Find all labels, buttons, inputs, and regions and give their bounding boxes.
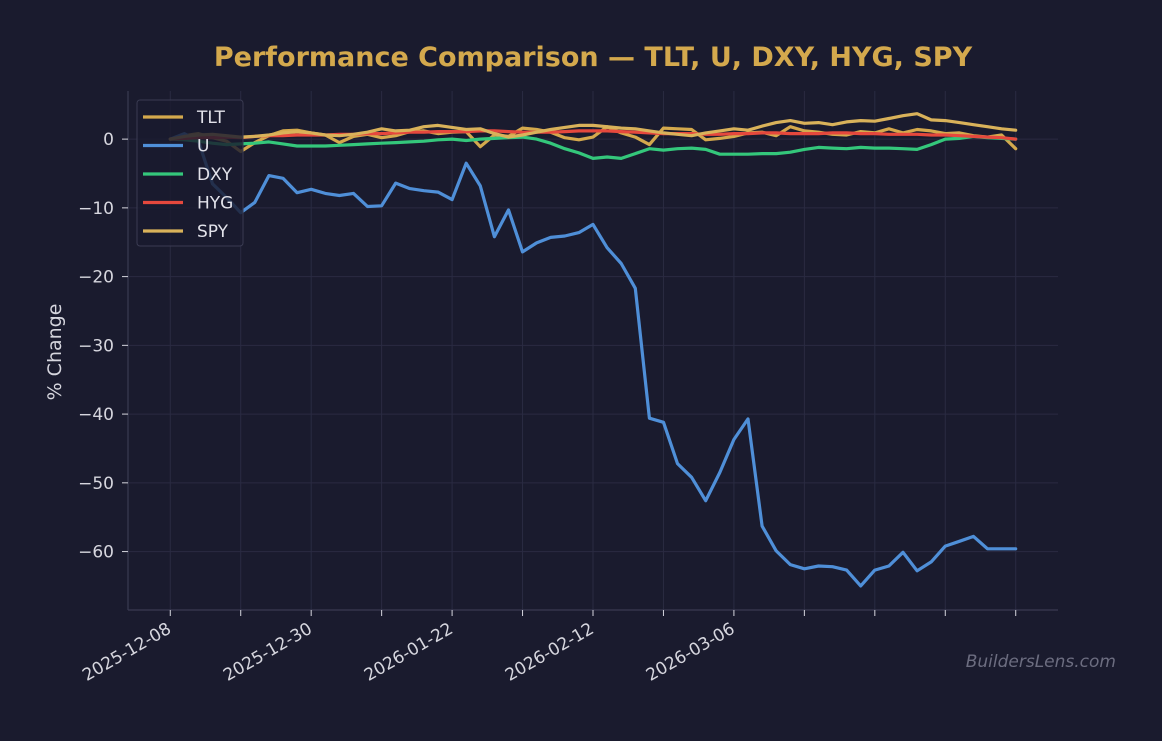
y-tick-label: 0 [103,130,114,150]
series-lines [168,112,1018,588]
y-axis-label: % Change [44,304,66,401]
legend: TLT U DXY HYG SPY [136,99,244,247]
series-line-dxy [168,134,1018,160]
series-line-u [168,132,1018,588]
y-tick-label: −20 [78,268,114,288]
legend-label-u: U [197,137,209,157]
legend-label-hyg: HYG [197,194,233,214]
legend-label-spy: SPY [197,222,229,242]
y-tick-label: −40 [78,405,114,425]
series-line-spy [168,112,1018,141]
series-line-hyg [168,129,1018,141]
legend-label-tlt: TLT [196,108,226,128]
y-tick-label: −10 [78,199,114,219]
chart-title: Performance Comparison — TLT, U, DXY, HY… [214,42,973,73]
watermark: BuildersLens.com [966,652,1116,672]
y-tick-label: −30 [78,336,114,356]
y-tick-label: −50 [78,474,114,494]
y-tick-label: −60 [78,543,114,563]
y-axis-ticks: 0 −10 −20 −30 −40 −50 −60 [78,130,128,563]
legend-label-dxy: DXY [197,165,233,185]
legend-box [136,99,244,247]
